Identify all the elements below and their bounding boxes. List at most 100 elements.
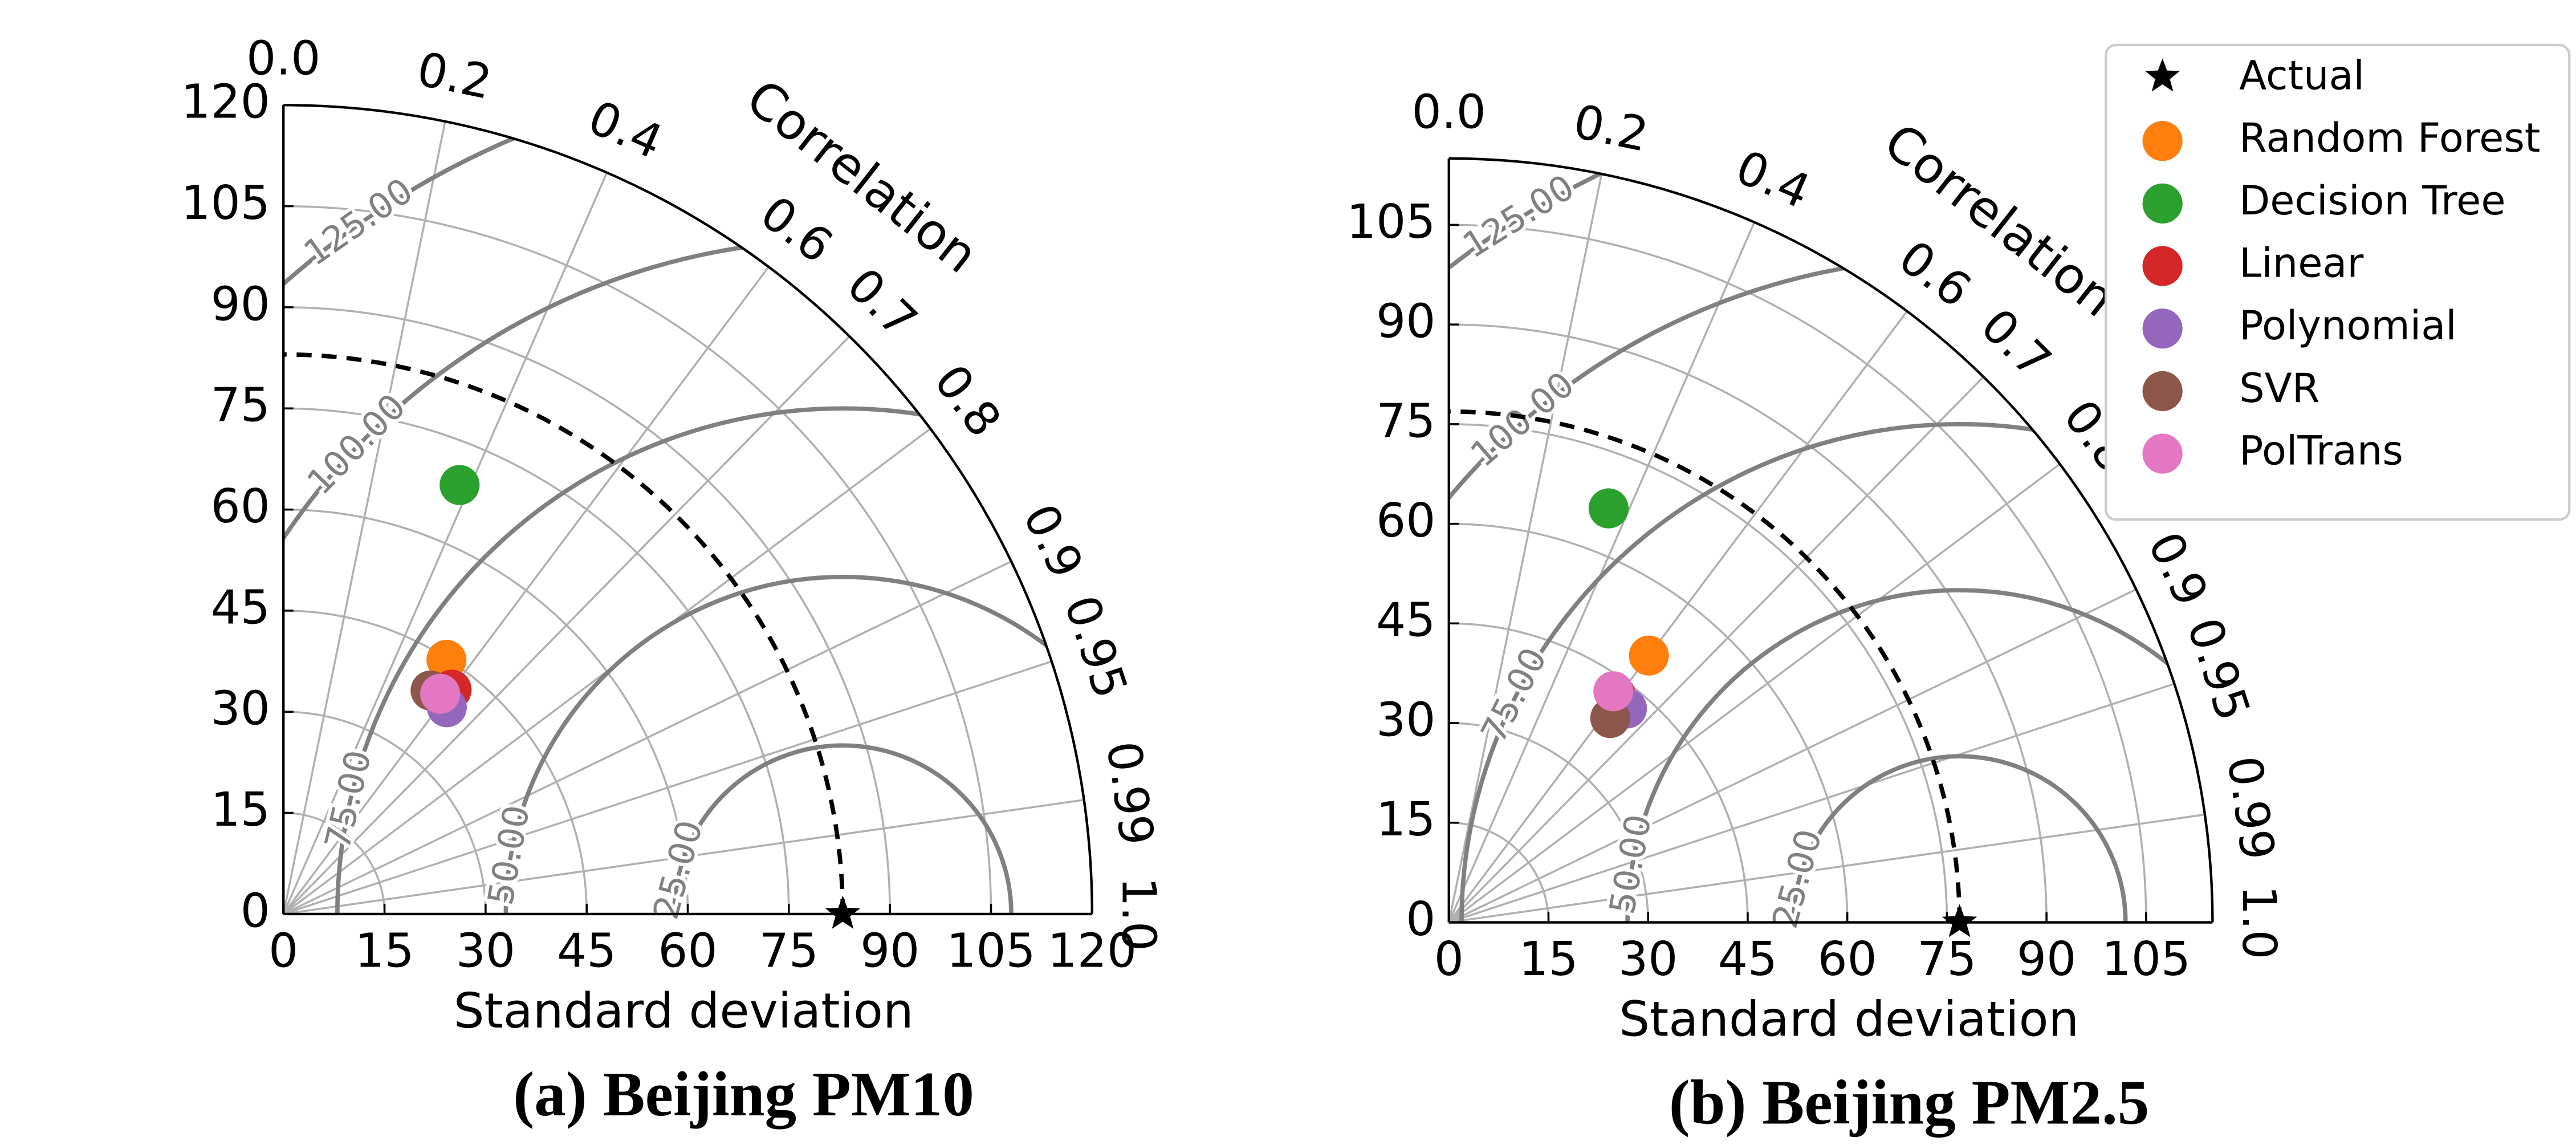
corr-tick-label: 0.95	[1053, 589, 1137, 705]
y-tick-label: 90	[1376, 295, 1435, 349]
corr-grid-line	[1448, 222, 1756, 923]
legend-box	[2104, 43, 2571, 521]
x-tick-label: 75	[1917, 932, 1976, 986]
y-tick-label: 0	[1406, 892, 1435, 947]
y-tick-label: 120	[181, 75, 270, 129]
corr-grid-line	[1448, 463, 2061, 923]
y-tick-label: 30	[1376, 693, 1435, 747]
corr-tick-label: 0.6	[750, 186, 842, 274]
legend-marker	[2142, 371, 2183, 412]
corr-tick-label: 0.99	[1096, 738, 1164, 848]
corr-tick-label: 0.9	[1012, 496, 1093, 587]
legend-label: Linear	[2239, 240, 2363, 287]
legend-marker	[2142, 246, 2183, 286]
legend-marker	[2142, 183, 2183, 224]
subtitle: (b) Beijing PM2.5	[1669, 1068, 2150, 1138]
rms-contour-label: 25.00	[1765, 825, 1830, 932]
model-point	[439, 465, 480, 505]
legend-label: Actual	[2239, 52, 2365, 99]
corr-tick-label: 0.4	[580, 91, 670, 170]
rms-contour	[672, 743, 1014, 914]
std-grid-arc	[283, 811, 386, 914]
std-grid-arc	[283, 610, 588, 914]
legend-label: Polynomial	[2239, 302, 2457, 349]
corr-grid-line	[282, 172, 608, 915]
corr-grid-line	[1448, 588, 2137, 924]
std-grid-arc	[1448, 722, 1649, 923]
corr-grid-line	[1448, 376, 1984, 923]
rms-contour-label: 125.00	[297, 170, 421, 274]
corr-grid-line	[283, 560, 1012, 915]
corr-tick-label: 0.6	[1889, 230, 1981, 318]
model-point	[1593, 671, 1634, 712]
y-tick-label: 60	[1376, 494, 1435, 548]
y-tick-label: 45	[211, 580, 270, 635]
std-grid-arc	[1448, 423, 1948, 923]
x-tick-label: 60	[658, 924, 717, 978]
reference-point	[825, 895, 861, 929]
legend-label: SVR	[2239, 365, 2319, 412]
x-axis-label: Standard deviation	[454, 983, 914, 1040]
std-grid-arc	[283, 508, 689, 914]
corr-tick-label: 0.4	[1728, 140, 1817, 220]
rms-contour	[1459, 422, 2213, 923]
taylor-panel: 0 15 30 45 60 75 90 105 0 15 30 45 60 75 90 105 0.0 0.2 0.…	[1346, 85, 2286, 1138]
y-tick-label: 15	[1376, 793, 1435, 847]
rms-contour-label: 75.00	[1474, 641, 1555, 749]
rms-contour	[1625, 588, 2213, 923]
std-grid-arc	[283, 710, 487, 914]
rms-contour	[1791, 754, 2128, 923]
std-grid-arc	[1448, 522, 1849, 923]
corr-tick-label: 0.9	[2137, 524, 2218, 615]
legend-label: Decision Tree	[2239, 177, 2505, 224]
x-axis-label: Standard deviation	[1619, 991, 2079, 1047]
std-grid-arc	[1448, 323, 2048, 923]
std-grid-arc	[1448, 622, 1749, 923]
model-point	[420, 673, 461, 714]
outer-arc	[1448, 157, 2214, 923]
corr-tick-label: 0.2	[413, 42, 497, 110]
y-tick-label: 30	[211, 682, 270, 736]
rms-contour-label: 125.00	[1456, 167, 1581, 266]
subtitle: (a) Beijing PM10	[513, 1059, 974, 1130]
x-tick-label: 15	[355, 924, 414, 978]
legend-label: Random Forest	[2239, 115, 2540, 161]
y-tick-label: 105	[181, 176, 270, 230]
x-tick-label: 90	[860, 924, 919, 978]
x-tick-label: 105	[946, 924, 1035, 978]
y-tick-label: 15	[211, 783, 270, 837]
x-tick-label: 105	[2102, 932, 2191, 986]
rms-contour-label: 100.00	[299, 386, 413, 502]
x-tick-label: 45	[557, 924, 616, 978]
legend-marker	[2145, 58, 2180, 92]
corr-grid-line	[1448, 813, 2205, 924]
corr-tick-label: 0.2	[1569, 95, 1653, 163]
model-point	[1629, 635, 1669, 676]
y-tick-label: 45	[1376, 594, 1435, 648]
rms-contour-label: 100.00	[1463, 364, 1582, 475]
x-tick-label: 60	[1818, 932, 1877, 986]
corr-axis-label: Correlation	[735, 68, 988, 285]
corr-grid-line	[282, 121, 446, 915]
x-tick-label: 90	[2017, 932, 2076, 986]
reference-arc	[283, 352, 845, 914]
reference-arc	[1448, 409, 1962, 923]
corr-tick-label: 0.7	[1971, 298, 2061, 389]
reference-point	[1942, 904, 1977, 937]
x-tick-label: 45	[1718, 932, 1777, 986]
corr-grid-line	[1448, 683, 2175, 924]
x-tick-label: 120	[1048, 924, 1137, 978]
corr-tick-label: 1.0	[2232, 885, 2286, 959]
legend-marker	[2142, 433, 2183, 474]
corr-grid-line	[282, 335, 850, 915]
y-tick-label: 90	[211, 277, 270, 331]
corr-grid-line	[282, 266, 770, 915]
legend-marker	[2142, 121, 2183, 161]
rms-contour	[335, 406, 1092, 914]
rms-contour-label: 50.00	[1602, 811, 1659, 917]
model-point	[1588, 488, 1629, 529]
x-tick-label: 0	[268, 924, 298, 978]
model-point	[426, 640, 467, 680]
